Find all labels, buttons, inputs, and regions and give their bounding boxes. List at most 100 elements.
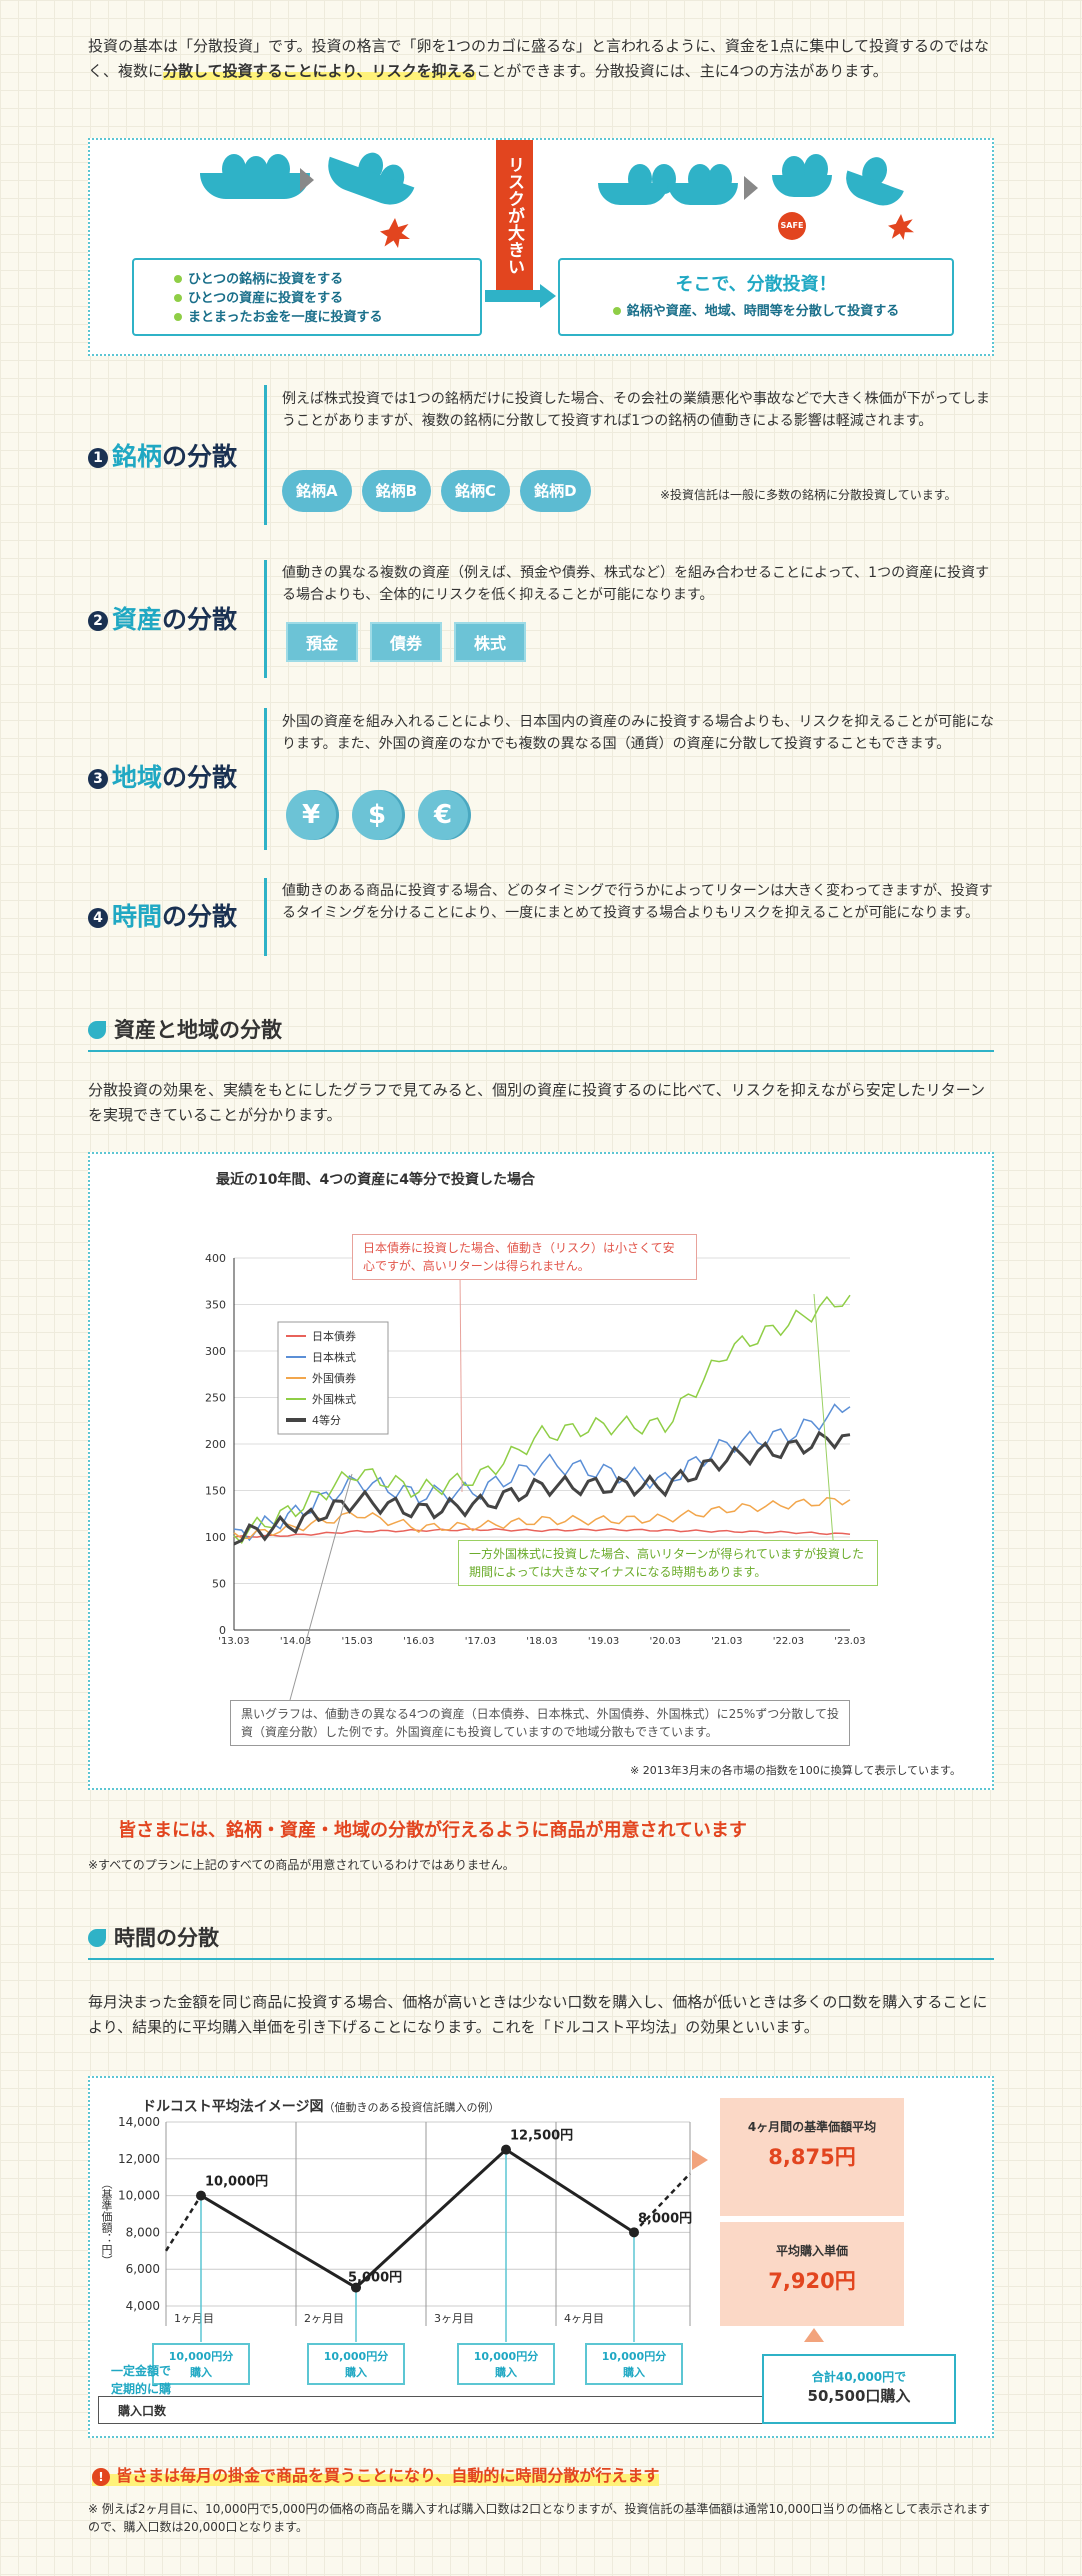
method-1-tags: 銘柄A 銘柄B 銘柄C 銘柄D <box>282 470 601 512</box>
y-tick-label: 6,000 <box>126 2262 160 2276</box>
series-line <box>233 1294 851 1545</box>
tag-a: 銘柄A <box>282 470 352 512</box>
avg-unit-box: 平均購入単価 7,920円 <box>720 2222 904 2326</box>
crash-2-icon <box>888 214 914 240</box>
chart-title: 最近の10年間、4つの資産に4等分で投資した場合 <box>216 1171 536 1188</box>
total-box: 合計40,000円で 50,500口購入 <box>762 2354 956 2424</box>
section-asset-region-para: 分散投資の効果を、実績をもとにしたグラフで見てみると、個別の資産に投資するのに比… <box>88 1081 986 1124</box>
x-tick-label: '23.03 <box>834 1636 865 1647</box>
egg-dish-3-icon <box>772 152 892 197</box>
dca-price-line <box>200 2147 635 2290</box>
method-1-note: ※投資信託は一般に多数の銘柄に分散投資しています。 <box>660 488 957 502</box>
arrow-right-3-icon <box>692 2150 708 2170</box>
legend-label: 日本株式 <box>312 1350 356 1364</box>
euro-icon: € <box>418 790 468 840</box>
yen-icon: ¥ <box>286 790 336 840</box>
asset-chart-panel: 最近の10年間、4つの資産に4等分で投資した場合 0 50 100 150 200 250 3… <box>88 1152 994 1790</box>
price-label: 12,500円 <box>510 2129 573 2144</box>
method-3-coins: ¥ $ € <box>286 790 484 840</box>
method-2-title: 2 資産の分散 <box>88 600 237 636</box>
month-label: 3ヶ月目 <box>434 2312 474 2325</box>
bullet-1: ひとつの銘柄に投資をする <box>174 270 440 289</box>
price-label: 8,000円 <box>638 2211 692 2226</box>
units-row <box>98 2396 788 2424</box>
y-tick-label: 350 <box>205 1299 226 1312</box>
y-tick-label: 50 <box>212 1578 226 1591</box>
annotation-japan-bond: 日本債券に投資した場合、値動き（リスク）は小さくて安心ですが、高いリターンは得ら… <box>352 1234 697 1280</box>
total-units: 50,500口購入 <box>807 2387 911 2405</box>
safe-badge: SAFE <box>778 212 806 240</box>
buy-box-label-2: 購入 <box>344 2365 367 2379</box>
x-tick-label: '22.03 <box>773 1636 804 1647</box>
y-tick-label: 10,000 <box>118 2189 160 2203</box>
performance-chart: 最近の10年間、4つの資産に4等分で投資した場合 0 50 100 150 200 250 3… <box>205 1171 866 1701</box>
units-label: 購入口数 <box>118 2404 167 2418</box>
x-tick-label: '20.03 <box>650 1636 681 1647</box>
x-tick-label: '13.03 <box>218 1636 249 1647</box>
method-2-tags: 預金 債券 株式 <box>286 622 538 662</box>
y-tick-label: 4,000 <box>126 2299 160 2313</box>
tag-stock: 株式 <box>454 622 527 662</box>
product-offer-note: ※すべてのプランに上記のすべての商品が用意されているわけではありません。 <box>88 1858 515 1872</box>
leader-green <box>813 1293 837 1579</box>
method-4-title: 4 時間の分散 <box>88 897 237 933</box>
legend-label: 外国債券 <box>312 1371 356 1385</box>
buy-box <box>457 2343 555 2385</box>
legend-label: 外国株式 <box>312 1392 356 1406</box>
dca-y-label: （基準価額：円） <box>100 2178 113 2266</box>
month-label: 1ヶ月目 <box>174 2312 214 2325</box>
time-footnote: ※ 例えば2ヶ月目に、10,000円で5,000円の価格の商品を購入すれば購入口… <box>88 2502 991 2534</box>
x-tick-label: '16.03 <box>403 1636 434 1647</box>
buy-box-label: 10,000円分 <box>474 2349 538 2363</box>
y-tick-label: 0 <box>219 1624 226 1637</box>
buy-box <box>152 2343 250 2385</box>
tag-bond: 債券 <box>370 622 443 662</box>
method-1-bar <box>264 385 267 525</box>
section-asset-region-heading: 資産と地域の分散 <box>88 1014 994 1052</box>
x-tick-label: '18.03 <box>526 1636 557 1647</box>
method-4-text: 値動きのある商品に投資する場合、どのタイミングで行うかによってリターンは大きく変… <box>282 883 993 921</box>
section-time-heading: 時間の分散 <box>88 1922 994 1960</box>
y-tick-label: 8,000 <box>126 2225 160 2239</box>
y-tick-label: 100 <box>205 1531 226 1544</box>
avg-base-value: 8,875円 <box>768 2145 856 2169</box>
alert-icon: ! <box>92 2468 110 2486</box>
chart-note: ※ 2013年3月末の各市場の指数を100に換算して表示しています。 <box>630 1764 961 1777</box>
method-2-bar <box>264 560 267 678</box>
dollar-icon: $ <box>352 790 402 840</box>
intro-text-end: ことができます。分散投資には、主に4つの方法があります。 <box>476 62 888 80</box>
buy-box <box>585 2343 683 2385</box>
total-label: 合計40,000円で <box>811 2370 907 2384</box>
time-highlight: ! 皆さまは毎月の掛金で商品を買うことになり、自動的に時間分散が行えます <box>92 2462 660 2486</box>
annotation-balanced: 黒いグラフは、値動きの異なる4つの資産（日本債券、日本株式、外国債券、外国株式）… <box>230 1700 850 1746</box>
x-tick-label: '17.03 <box>465 1636 496 1647</box>
y-tick-label: 400 <box>205 1252 226 1265</box>
method-3-title: 3 地域の分散 <box>88 758 237 794</box>
intro-highlight: 分散して投資することにより、リスクを抑える <box>163 62 477 80</box>
arrow-right-2-icon <box>744 176 758 200</box>
price-point <box>629 2227 639 2238</box>
buy-box <box>307 2343 405 2385</box>
price-label: 10,000円 <box>205 2175 268 2190</box>
tag-b: 銘柄B <box>361 470 432 512</box>
legend-label: 日本債券 <box>312 1329 356 1343</box>
buy-box-label-2: 購入 <box>622 2365 645 2379</box>
series-line <box>233 1496 851 1540</box>
product-offer: 皆さまには、銘柄・資産・地域の分散が行えるように商品が用意されています <box>118 1820 747 1841</box>
y-tick-label: 150 <box>205 1485 226 1498</box>
intro-text: 投資の基本は「分散投資」です。投資の格言で「卵を1つのカゴに盛るな」と言われるよ… <box>88 37 989 80</box>
dca-panel: ドルコスト平均法イメージ図（値動きのある投資信託購入の例） 14,000 12,0… <box>88 2076 994 2438</box>
annotation-foreign-stock: 一方外国株式に投資した場合、高いリターンが得られていますが投資した期間によっては… <box>458 1540 878 1586</box>
method-1-text: 例えば株式投資では1つの銘柄だけに投資した場合、その会社の業績悪化や事故などで大… <box>282 391 990 429</box>
y-tick-label: 250 <box>205 1392 226 1405</box>
tag-d: 銘柄D <box>520 470 591 512</box>
egg-dish-2-icon <box>668 160 788 205</box>
month-label: 2ヶ月目 <box>304 2312 344 2325</box>
x-tick-label: '15.03 <box>342 1636 373 1647</box>
method-2-text: 値動きの異なる複数の資産（例えば、預金や債券、株式など）を組み合わせることによっ… <box>282 565 990 603</box>
intro-paragraph: 投資の基本は「分散投資」です。投資の格言で「卵を1つのカゴに盛るな」と言われるよ… <box>88 34 998 84</box>
buy-box-label: 10,000円分 <box>602 2349 666 2363</box>
method-1-title: 1 銘柄の分散 <box>88 437 237 473</box>
price-point <box>196 2190 206 2201</box>
series-line <box>233 1430 851 1546</box>
